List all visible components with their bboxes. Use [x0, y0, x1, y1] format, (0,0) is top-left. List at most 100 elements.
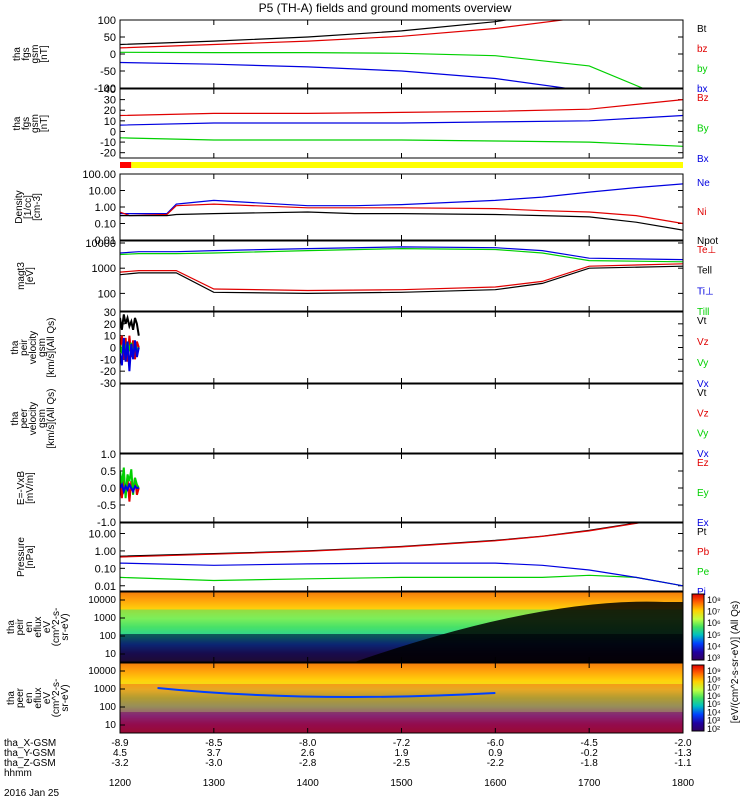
legend-label: Pi — [697, 587, 706, 598]
y-tick-label: 30 — [104, 95, 116, 107]
series-line-Bx — [120, 114, 683, 126]
quality-bar-segment-1 — [131, 162, 683, 168]
colorbar-tick-label: 10⁸ — [707, 674, 721, 684]
position-value: -6.0 — [487, 738, 505, 749]
y-tick-label: 0 — [110, 343, 116, 355]
y-tick-label: 10 — [105, 649, 117, 660]
y-label-line: eV — [42, 621, 53, 634]
panel-pressure: 10.00 1.00 0.10 0.01 Pt Pb Pe Pi Pressure[nPa] — [16, 522, 710, 598]
legend-label: Till — [697, 307, 709, 318]
y-label-line: velocity — [28, 331, 39, 364]
y-tick-label: 0.10 — [95, 219, 116, 231]
legend-label: Vx — [697, 379, 709, 390]
colorbar-tick-label: 10³ — [707, 716, 720, 726]
x-tick-label: 1300 — [203, 778, 226, 789]
y-tick-label: 100 — [98, 288, 116, 300]
position-value: 4.5 — [113, 748, 127, 759]
colorbar — [691, 593, 705, 661]
colorbar-tick-label: 10⁵ — [707, 699, 721, 709]
x-tick-label: 1800 — [672, 778, 695, 789]
position-value: -1.3 — [674, 748, 692, 759]
y-tick-label: 100 — [98, 15, 116, 27]
y-label-line: sr-eV) — [60, 613, 71, 640]
y-label-line: [km/s](All Qs) — [46, 389, 57, 449]
series-line-Ey — [120, 467, 140, 499]
quality-bar-segment-0 — [120, 162, 132, 168]
series-line-Ni — [120, 203, 683, 225]
series-line-Till — [120, 247, 683, 263]
position-value: -3.0 — [205, 758, 223, 769]
y-axis-label: magt3[eV] — [16, 262, 36, 290]
position-value: 1.9 — [395, 748, 409, 759]
colorbar-tick-label: 10⁵ — [707, 630, 721, 640]
y-tick-label: 10000 — [88, 595, 116, 606]
x-tick-label: 1500 — [390, 778, 413, 789]
colorbar-label: [eV/(cm^2-s-sr-eV)] (All Qs) — [730, 601, 741, 723]
y-label-line: tha — [10, 411, 21, 425]
y-label-line: peir — [15, 618, 26, 635]
x-tick-label: 1700 — [578, 778, 601, 789]
series-line-Te⊥ — [120, 263, 683, 292]
series-line-Pe — [120, 574, 683, 587]
colorbar-tick-label: 10⁴ — [707, 707, 721, 717]
spectrogram-band-0 — [120, 592, 683, 610]
colorbar-tick-label: 10⁹ — [707, 666, 721, 676]
date-label: 2016 Jan 25 — [4, 788, 59, 799]
series-line-Bt — [120, 20, 510, 46]
y-label-line: gsm — [37, 338, 48, 357]
y-label-line: magt3 — [16, 262, 27, 290]
y-label-line: [nT] — [39, 115, 50, 132]
y-label-line: en — [24, 692, 35, 703]
legend-label: Ne — [697, 178, 710, 189]
position-value: 2.6 — [301, 748, 315, 759]
series-line-Pi — [120, 562, 683, 587]
series-line-by — [120, 51, 644, 88]
legend-label: Vz — [697, 337, 709, 348]
y-label-line: tha — [12, 116, 23, 130]
y-label-line: sr-eV) — [60, 684, 71, 711]
legend-label: Vx — [697, 449, 709, 460]
panel-frame — [119, 19, 684, 89]
page-title: P5 (TH-A) fields and ground moments over… — [259, 1, 512, 15]
colorbar-tick-label: 10³ — [707, 653, 720, 663]
legend-label: Bz — [697, 93, 709, 104]
y-tick-label: 0.01 — [95, 581, 116, 593]
y-label-line: [km/s](All Qs) — [46, 318, 57, 378]
y-tick-label: 100 — [99, 631, 116, 642]
colorbar-tick-label: 10² — [707, 724, 720, 734]
legend-label: Vt — [697, 388, 707, 399]
time-row-label: tha_X-GSM — [4, 738, 56, 749]
y-tick-label: -1.0 — [97, 517, 116, 529]
legend-label: Bx — [697, 154, 709, 165]
y-label-line: eflux — [33, 616, 44, 637]
y-label-line: tha — [6, 691, 17, 705]
y-label-line: tha — [6, 620, 17, 634]
panel-frame — [119, 383, 684, 454]
y-tick-label: 50 — [104, 32, 116, 44]
panel-frame — [119, 522, 684, 592]
y-label-line: [nT] — [39, 45, 50, 62]
y-tick-label: 1.0 — [101, 449, 116, 461]
legend-label: Vy — [697, 358, 708, 369]
y-tick-label: 1000 — [92, 263, 116, 275]
position-value: -2.5 — [393, 758, 411, 769]
y-label-line: eV — [42, 692, 53, 705]
y-tick-label: 30 — [104, 307, 116, 319]
series-line-Tell — [120, 265, 683, 295]
y-tick-label: 100.00 — [82, 169, 116, 181]
series-line-Bz — [120, 99, 683, 117]
y-tick-label: 20 — [104, 319, 116, 331]
panel-efield: 1.0 0.5 0.0 -0.5 -1.0 Ez Ey Ex E=-VxB[mV/m] — [16, 449, 709, 529]
panel-temperature: 10000 1000 100 Te⊥ Tell Ti⊥ Till magt3[eV] — [16, 238, 716, 318]
y-tick-label: -20 — [100, 148, 116, 160]
legend-label: Vz — [697, 408, 709, 419]
series-line-Vt — [120, 314, 140, 336]
y-tick-label: 100 — [99, 702, 116, 713]
